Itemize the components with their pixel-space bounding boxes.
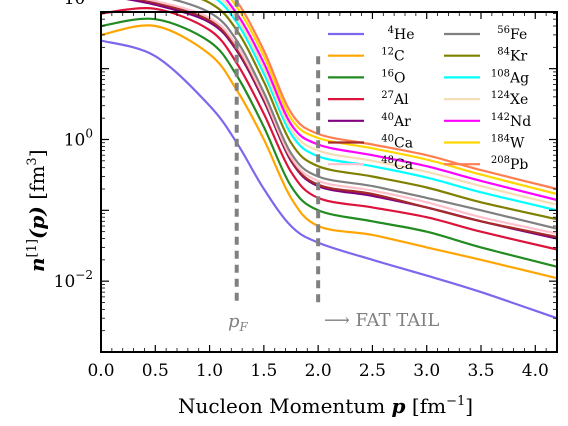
legend-label: 48Ca xyxy=(381,155,413,173)
legend-label: 12C xyxy=(381,47,404,65)
x-tick-label: 4.0 xyxy=(522,361,549,381)
y-tick-label: 100 xyxy=(64,127,93,151)
series-line-40Ca xyxy=(135,0,558,239)
legend-label: 142Nd xyxy=(491,112,531,130)
y-axis-label: n[1](p) [fm3] xyxy=(25,149,49,272)
annotation-fat-tail: ⟶ FAT TAIL xyxy=(324,310,439,331)
series-curves xyxy=(100,0,558,320)
legend-label: 124Xe xyxy=(491,90,528,108)
x-axis-ticks: 0.0 0.5 1.0 1.5 2.0 2.5 3.0 3.5 4.0 xyxy=(87,12,549,381)
legend-label: 208Pb xyxy=(491,155,529,173)
series-line-142Nd xyxy=(225,0,558,202)
series-line-124Xe xyxy=(220,0,558,206)
legend-label: 16O xyxy=(381,68,405,86)
legend-label: 4He xyxy=(388,25,415,43)
x-axis-label: Nucleon Momentum p [fm−1] xyxy=(178,394,473,418)
x-tick-label: 1.0 xyxy=(196,361,223,381)
x-tick-label: 1.5 xyxy=(250,361,277,381)
series-line-208Pb xyxy=(234,0,558,191)
legend-label: 56Fe xyxy=(497,25,527,43)
series-line-4He xyxy=(100,39,558,320)
series-line-40Ar xyxy=(125,0,558,240)
legend-label: 40Ca xyxy=(381,134,413,152)
x-tick-label: 2.0 xyxy=(305,361,332,381)
annotation-pf: pF xyxy=(228,311,249,334)
legend-label: 84Kr xyxy=(497,47,527,65)
series-line-12C xyxy=(100,24,558,280)
legend-label: 184W xyxy=(491,134,525,152)
dashed-markers xyxy=(234,0,321,306)
series-line-84Kr xyxy=(200,0,558,221)
x-tick-label: 3.5 xyxy=(467,361,494,381)
x-tick-label: 3.0 xyxy=(413,361,440,381)
legend-label: 108Ag xyxy=(491,68,529,86)
legend-label: 27Al xyxy=(381,90,409,108)
x-tick-label: 2.5 xyxy=(359,361,386,381)
x-tick-label: 0.5 xyxy=(142,361,169,381)
series-line-27Al xyxy=(100,7,558,251)
series-line-16O xyxy=(100,17,558,268)
y-tick-label: 102 xyxy=(64,0,93,9)
y-tick-label: 10−2 xyxy=(54,268,93,292)
series-line-108Ag xyxy=(215,0,558,212)
y-axis-ticks: 10−2 100 102 xyxy=(54,0,557,353)
legend-label: 40Ar xyxy=(381,112,411,130)
legend: 4He 12C 16O 27Al 40Ar 40Ca 48Ca 56Fe 84Kr 108Ag 12… xyxy=(328,25,531,173)
series-line-56Fe xyxy=(171,0,558,230)
x-tick-label: 0.0 xyxy=(87,361,114,381)
